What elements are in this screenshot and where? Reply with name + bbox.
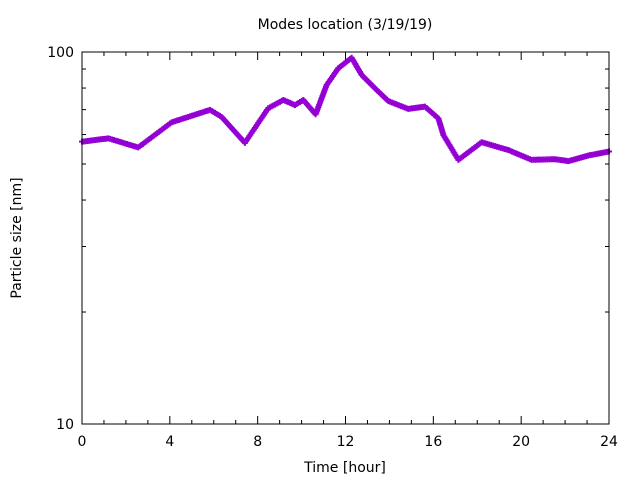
x-tick-label: 16: [424, 434, 442, 450]
x-tick-label: 8: [253, 434, 262, 450]
x-axis-label: Time [hour]: [303, 460, 386, 476]
y-tick-label: 100: [47, 45, 74, 61]
x-tick-label: 0: [78, 434, 87, 450]
plot-frame: [81, 51, 610, 425]
chart-title: Modes location (3/19/19): [258, 17, 433, 33]
x-tick-label: 4: [165, 434, 174, 450]
y-tick-label: 10: [56, 417, 74, 433]
x-tick-label: 24: [600, 434, 618, 450]
x-tick-label: 12: [337, 434, 355, 450]
x-tick-label: 20: [512, 434, 530, 450]
y-axis-label: Particle size [nm]: [9, 177, 25, 298]
